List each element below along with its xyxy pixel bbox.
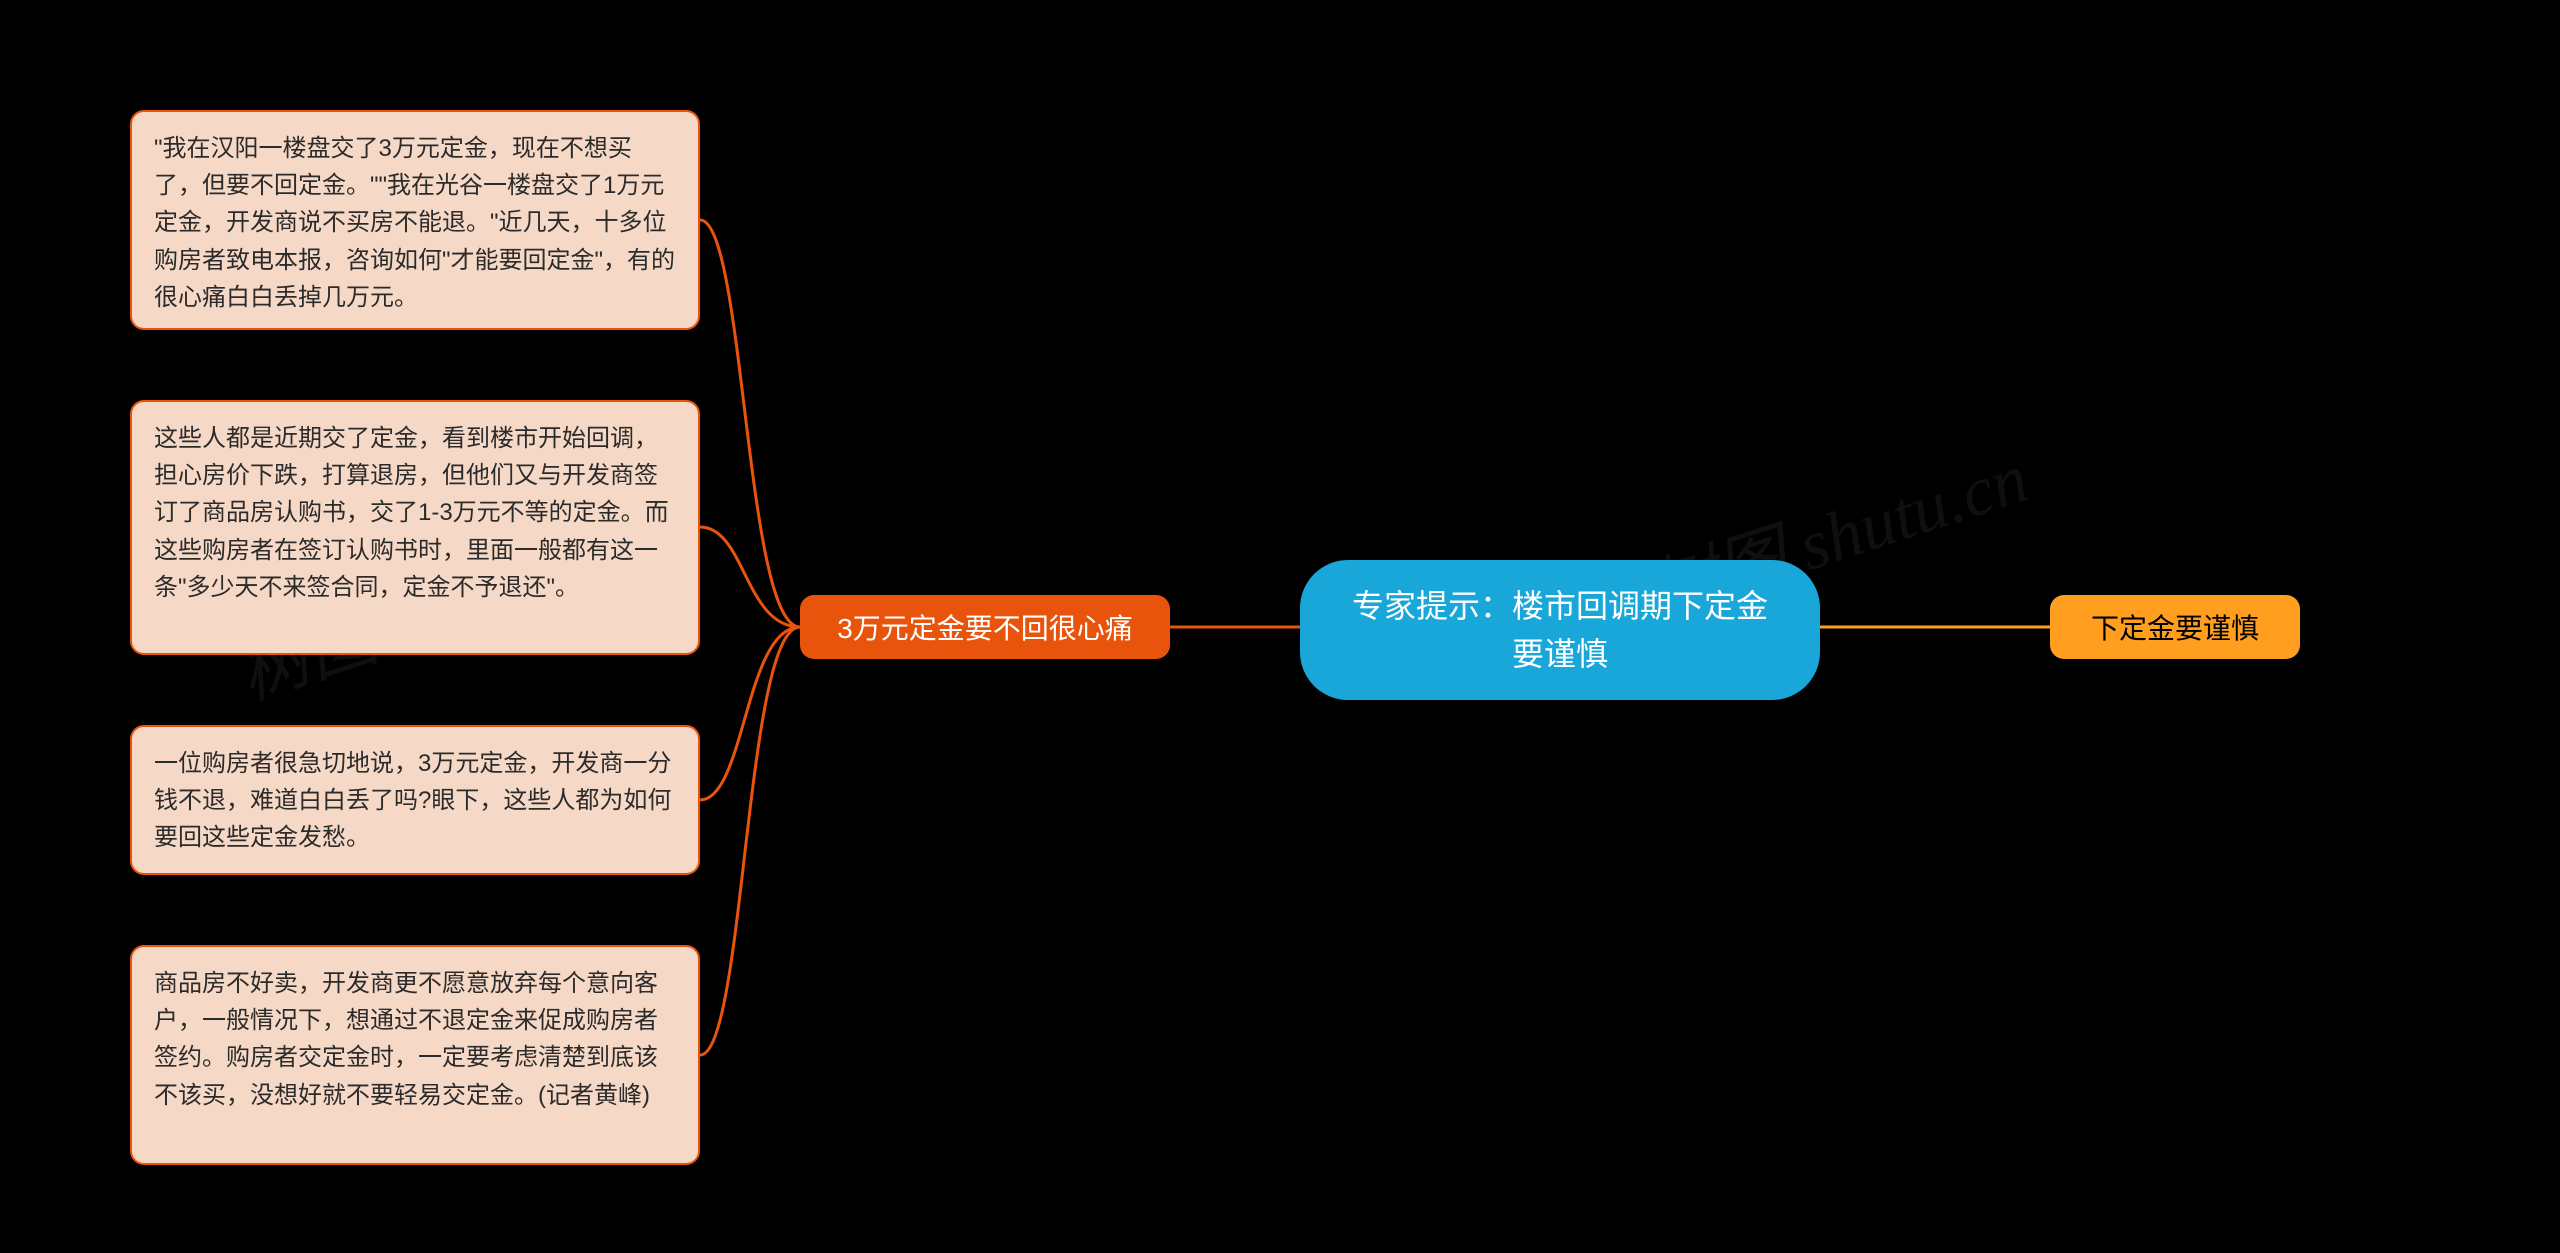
root-label: 专家提示：楼市回调期下定金要谨慎 [1350, 582, 1770, 678]
connector-leaf-1 [700, 527, 800, 627]
leaf-text: 这些人都是近期交了定金，看到楼市开始回调，担心房价下跌，打算退房，但他们又与开发… [154, 420, 676, 606]
leaf-node[interactable]: 一位购房者很急切地说，3万元定金，开发商一分钱不退，难道白白丢了吗?眼下，这些人… [130, 725, 700, 875]
connector-leaf-2 [700, 627, 800, 800]
left-branch-label: 3万元定金要不回很心痛 [837, 607, 1133, 647]
leaf-node[interactable]: 这些人都是近期交了定金，看到楼市开始回调，担心房价下跌，打算退房，但他们又与开发… [130, 400, 700, 655]
leaf-node[interactable]: 商品房不好卖，开发商更不愿意放弃每个意向客户，一般情况下，想通过不退定金来促成购… [130, 945, 700, 1165]
right-branch-label: 下定金要谨慎 [2091, 607, 2259, 647]
root-node[interactable]: 专家提示：楼市回调期下定金要谨慎 [1300, 560, 1820, 700]
connector-leaf-3 [700, 627, 800, 1055]
leaf-text: 商品房不好卖，开发商更不愿意放弃每个意向客户，一般情况下，想通过不退定金来促成购… [154, 965, 676, 1114]
connector-leaf-0 [700, 220, 800, 627]
leaf-text: "我在汉阳一楼盘交了3万元定金，现在不想买了，但要不回定金。""我在光谷一楼盘交… [154, 130, 676, 316]
right-branch-node[interactable]: 下定金要谨慎 [2050, 595, 2300, 659]
leaf-text: 一位购房者很急切地说，3万元定金，开发商一分钱不退，难道白白丢了吗?眼下，这些人… [154, 745, 676, 857]
left-branch-node[interactable]: 3万元定金要不回很心痛 [800, 595, 1170, 659]
leaf-node[interactable]: "我在汉阳一楼盘交了3万元定金，现在不想买了，但要不回定金。""我在光谷一楼盘交… [130, 110, 700, 330]
mindmap-canvas: 树图 shutu.cn 树图 shutu.cn 专家提示：楼市回调期下定金要谨慎… [0, 0, 2560, 1253]
